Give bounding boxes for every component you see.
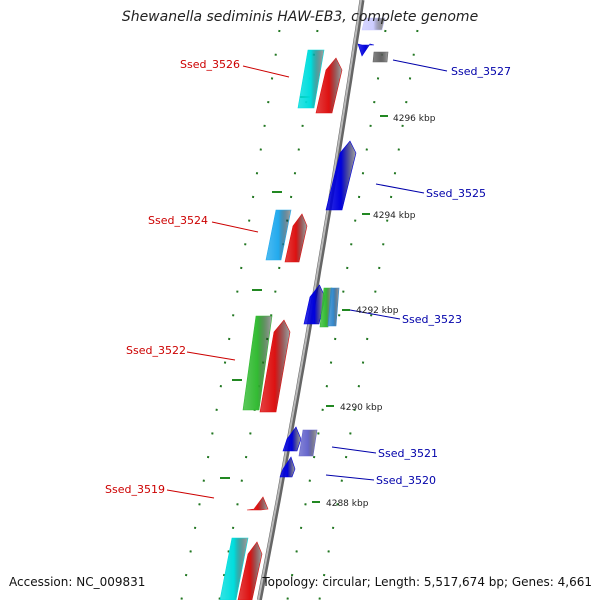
gene-label-ssed-3521: Ssed_3521 <box>378 447 438 460</box>
ring-outer-left-dots <box>180 29 281 600</box>
ring-inner-right-dots <box>286 29 387 600</box>
leader-line <box>166 489 215 499</box>
gene-bar-bottom-a <box>219 537 249 600</box>
gene-bar-ssed-3519 <box>246 496 269 511</box>
leader-line <box>392 59 448 72</box>
scale-tick-label: 4290 kbp <box>340 403 383 413</box>
leader-line <box>186 351 236 361</box>
gene-bar-ssed-3524 <box>284 213 308 263</box>
gene-bar-ssed-3525 <box>325 140 357 211</box>
leader-line <box>211 221 259 233</box>
leader-line <box>242 65 290 78</box>
map-title: Shewanella sediminis HAW-EB3, complete g… <box>121 9 479 25</box>
scale-tick-label: 4288 kbp <box>326 499 369 509</box>
gene-bar-ssed-3521 <box>298 429 318 457</box>
ring-inner-left-dots <box>218 29 319 600</box>
gene-bar-ssed-3520 <box>279 456 296 478</box>
gene-bar-ssed-3526 <box>315 57 343 114</box>
gene-label-ssed-3523: Ssed_3523 <box>402 313 462 326</box>
gene-label-ssed-3519: Ssed_3519 <box>105 483 165 496</box>
gene-label-ssed-3524: Ssed_3524 <box>148 214 208 227</box>
gene-label-ssed-3527: Ssed_3527 <box>451 65 511 78</box>
leader-line <box>331 446 377 454</box>
leader-line <box>349 309 401 320</box>
gene-bar-ssed-3523a <box>303 284 326 325</box>
gene-bar-ssed-3522a <box>242 315 273 411</box>
scale-tick-label: 4296 kbp <box>393 114 436 124</box>
gene-bar-bottom-b <box>237 541 263 600</box>
gene-label-ssed-3526: Ssed_3526 <box>180 58 240 71</box>
scale-tick-label: 4292 kbp <box>356 306 399 316</box>
gene-bar-ssed-3527a <box>357 43 375 57</box>
accession-label: Accession: NC_009831 <box>9 575 146 589</box>
gene-label-ssed-3520: Ssed_3520 <box>376 474 436 487</box>
gene-bar-topleft <box>361 17 386 31</box>
gene-bar-ssed-3522 <box>259 319 291 413</box>
leader-line <box>325 474 375 481</box>
gene-bar-ssed-3521a <box>282 426 302 452</box>
gene-label-ssed-3525: Ssed_3525 <box>426 187 486 200</box>
scale-tick-label: 4294 kbp <box>373 211 416 221</box>
gene-bar-ssed-3527 <box>372 51 389 63</box>
gene-bar-ssed-3523c <box>327 287 340 327</box>
leader-line <box>375 183 425 194</box>
gene-bar-ssed-3524a <box>265 209 292 261</box>
gene-bar-ssed-3526a <box>297 49 325 109</box>
gene-label-ssed-3522: Ssed_3522 <box>126 344 186 357</box>
topology-label: Topology: circular; Length: 5,517,674 bp… <box>262 575 592 589</box>
ring-outer-right-dots <box>318 29 419 600</box>
